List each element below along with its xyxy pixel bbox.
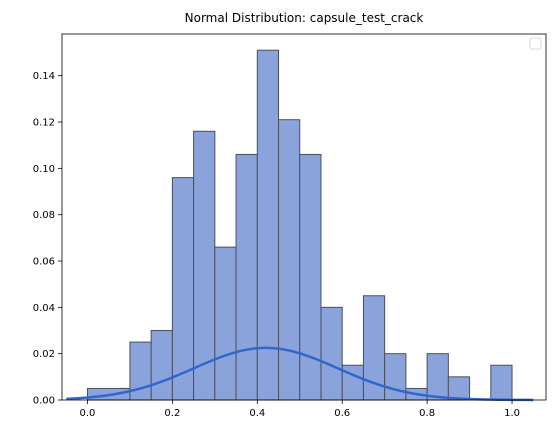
legend-box	[529, 37, 542, 50]
chart-title: Normal Distribution: capsule_test_crack	[185, 11, 424, 25]
histogram-bar	[426, 353, 449, 401]
histogram-bar	[214, 246, 237, 401]
y-tick-label: 0.04	[33, 303, 55, 314]
plot-frame	[61, 33, 547, 401]
x-tick-label: 0.8	[419, 408, 435, 419]
histogram-bars	[86, 49, 513, 401]
histogram-bar	[150, 330, 173, 401]
y-tick-label: 0.02	[33, 349, 55, 360]
histogram-bar	[171, 177, 195, 401]
y-tick-label: 0.06	[33, 257, 55, 268]
y-tick-label: 0.14	[33, 71, 55, 82]
histogram-bar	[299, 153, 322, 401]
y-tick-label: 0.08	[33, 210, 55, 221]
y-tick-label: 0.10	[33, 164, 55, 175]
histogram-bar	[320, 306, 343, 401]
y-tick-label: 0.12	[33, 118, 55, 129]
x-tick-label: 0.0	[80, 408, 96, 419]
histogram-bar	[235, 153, 258, 401]
axes: 0.0 0.2 0.4 0.6 0.8 1.0 0.00 0.02 0.04 0.06 0.08 0.…	[33, 33, 547, 419]
y-tick-label: 0.00	[33, 396, 55, 407]
x-tick-label: 0.2	[164, 408, 180, 419]
x-tick-label: 0.4	[249, 408, 265, 419]
histogram-bar	[384, 353, 407, 401]
histogram-bar	[278, 119, 301, 401]
normal-curve-line	[66, 346, 534, 402]
histogram-bar	[490, 364, 513, 401]
x-tick-label: 1.0	[504, 408, 520, 419]
histogram-bar	[447, 376, 471, 401]
x-tick-label: 0.6	[334, 408, 350, 419]
